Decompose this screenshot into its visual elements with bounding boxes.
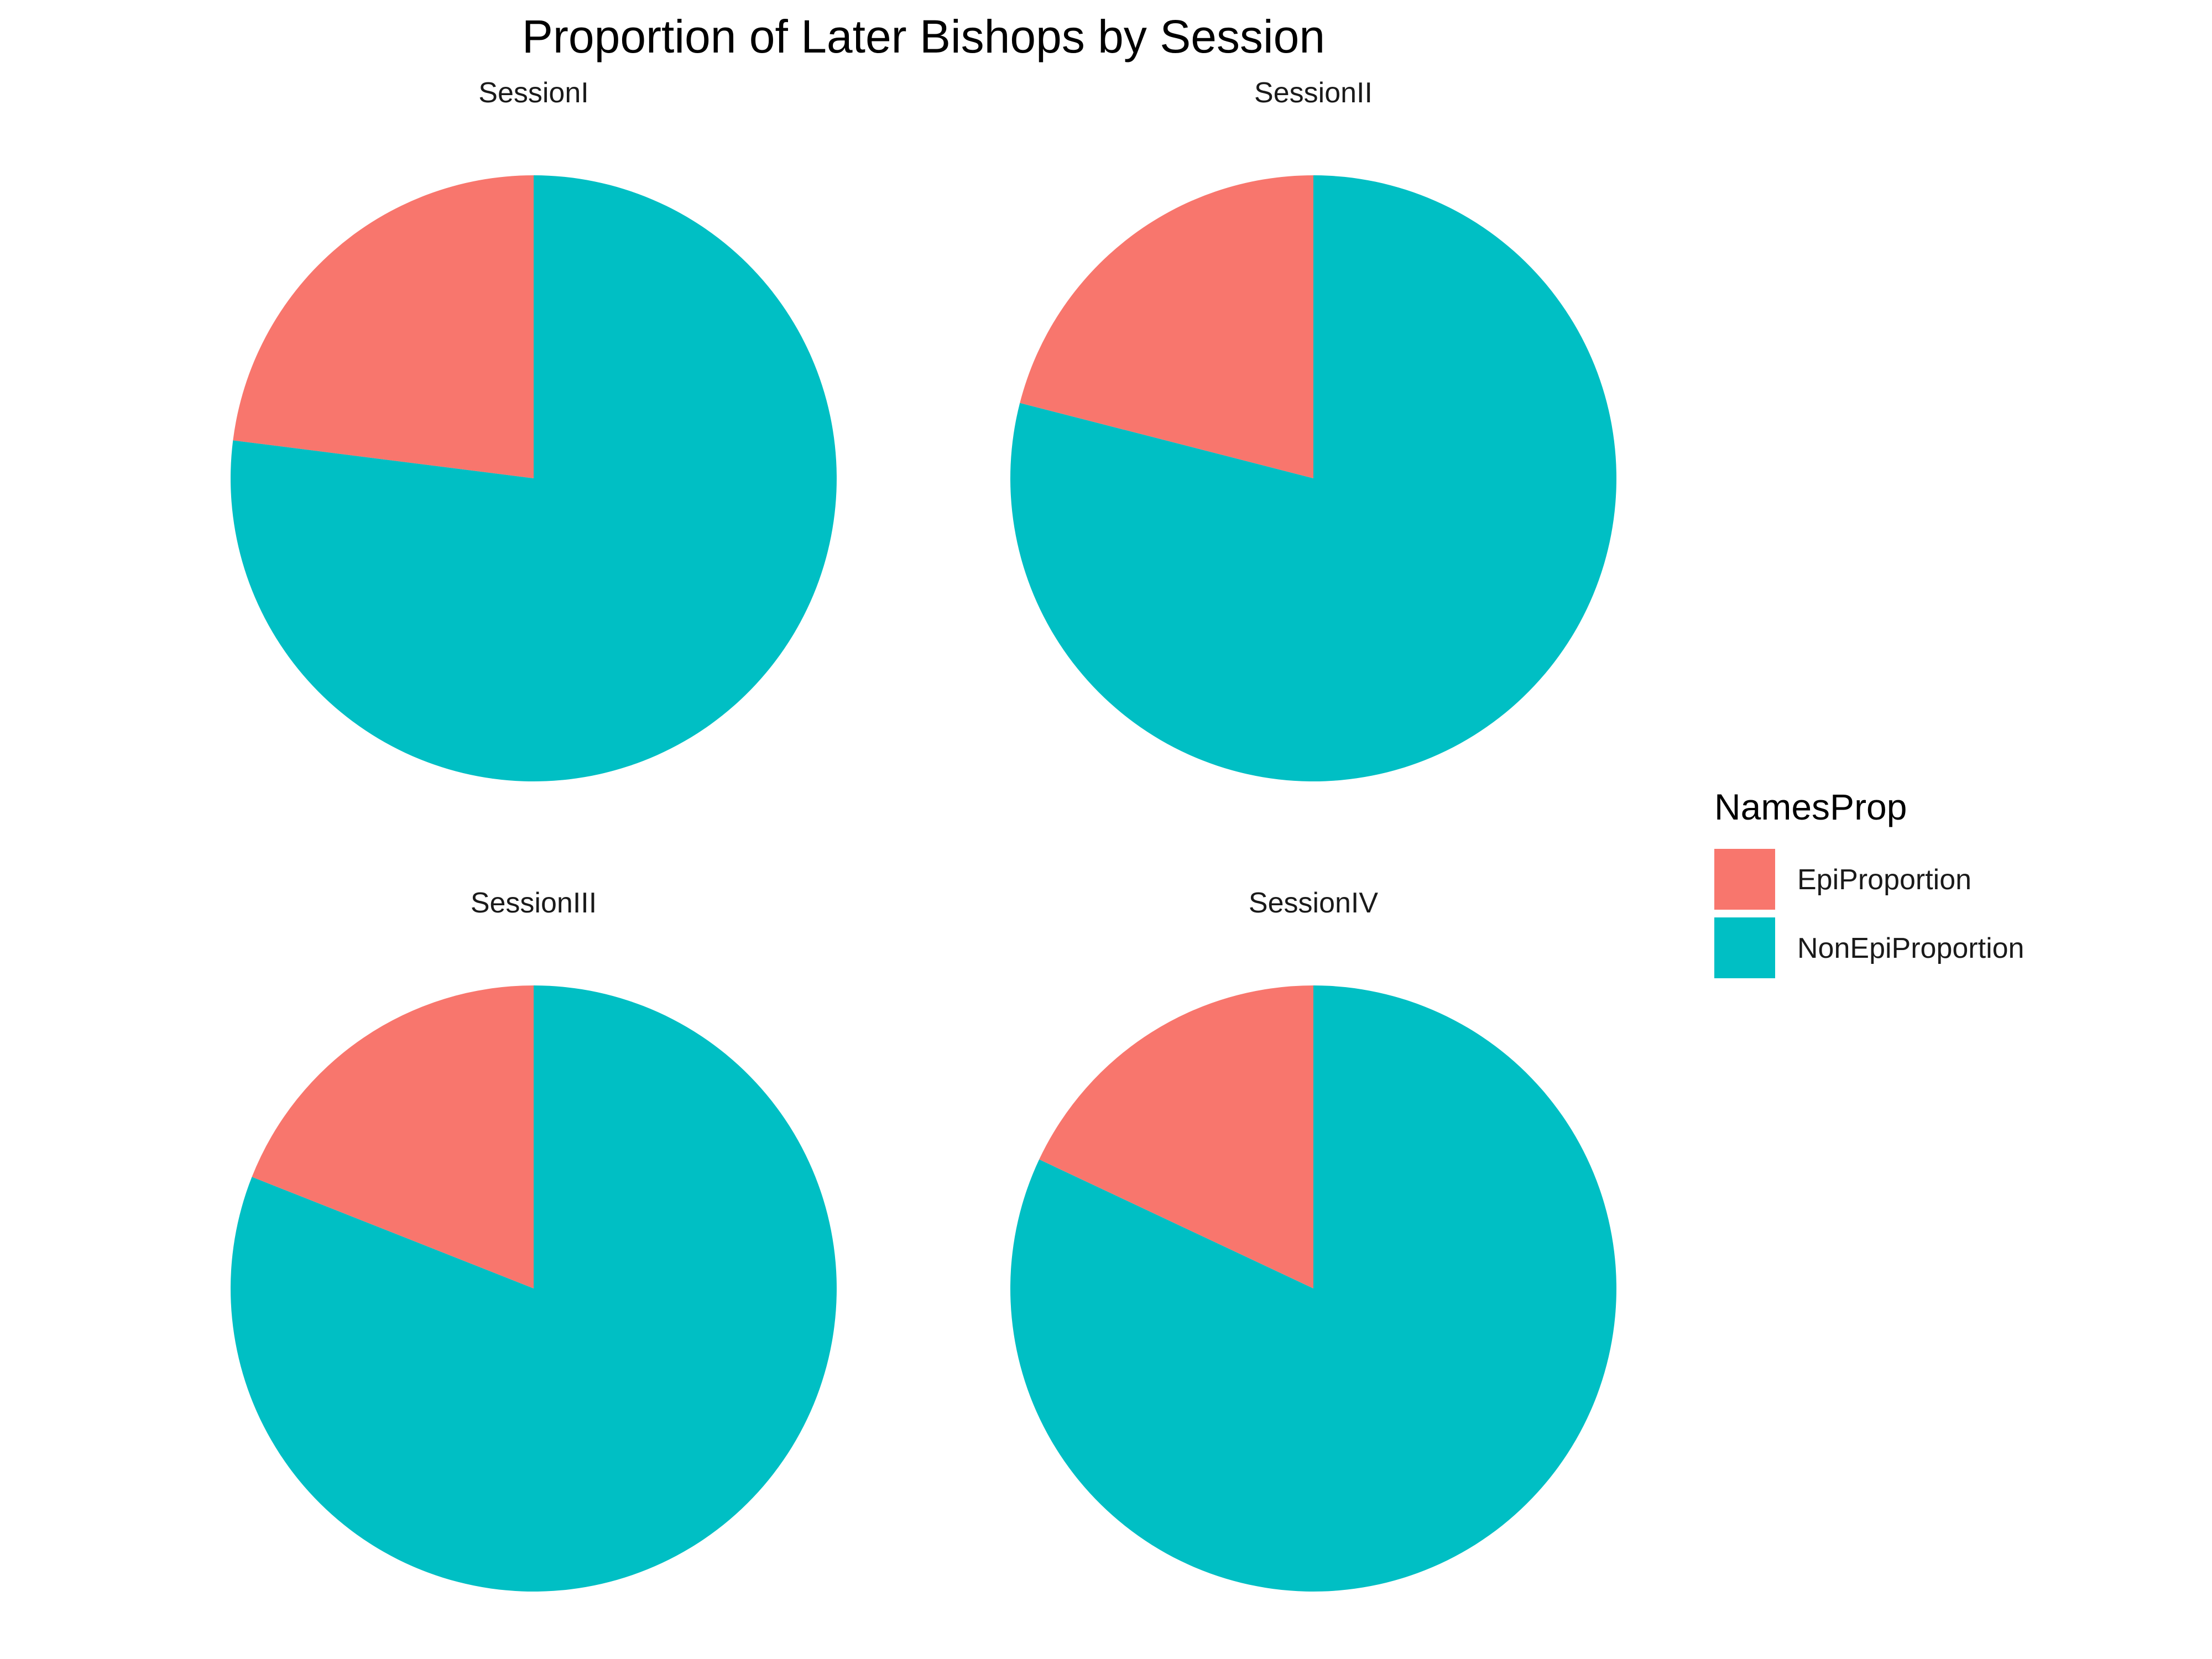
legend-title: NamesProp [1714, 786, 1907, 827]
pie-slice-epiproportion [1039, 985, 1313, 1288]
pie-slice-nonepiproportion [230, 985, 837, 1592]
pie-sessionii: SessionII [1010, 77, 1617, 781]
pie-slice-nonepiproportion [1010, 985, 1616, 1592]
legend-label: NonEpiProportion [1797, 932, 2024, 964]
legend-items: EpiProportion NonEpiProportion [1714, 849, 2024, 978]
pie-sessioniii: SessionIII [230, 887, 837, 1592]
facet-label: SessionI [478, 77, 588, 109]
pie-slice-epiproportion [1020, 175, 1313, 478]
pie-slice-epiproportion [252, 985, 534, 1288]
facet-label: SessionII [1254, 77, 1373, 109]
chart-title: Proportion of Later Bishops by Session [522, 11, 1325, 62]
pie-sessioniv: SessionIV [1010, 887, 1616, 1592]
facet-label: SessionIV [1249, 887, 1378, 919]
legend: NamesProp EpiProportion NonEpiProportion [1714, 786, 2024, 978]
pie-slice-nonepiproportion [1010, 175, 1617, 781]
pie-sessioni: SessionI [230, 77, 837, 781]
legend-label: EpiProportion [1797, 864, 1971, 896]
pie-slice-epiproportion [233, 175, 534, 478]
facet-label: SessionIII [471, 887, 597, 919]
facets-layer: SessionI SessionII SessionIII SessionIV [230, 77, 1617, 1592]
pie-slice-nonepiproportion [230, 175, 837, 781]
legend-swatch [1714, 849, 1775, 910]
legend-swatch [1714, 917, 1775, 978]
